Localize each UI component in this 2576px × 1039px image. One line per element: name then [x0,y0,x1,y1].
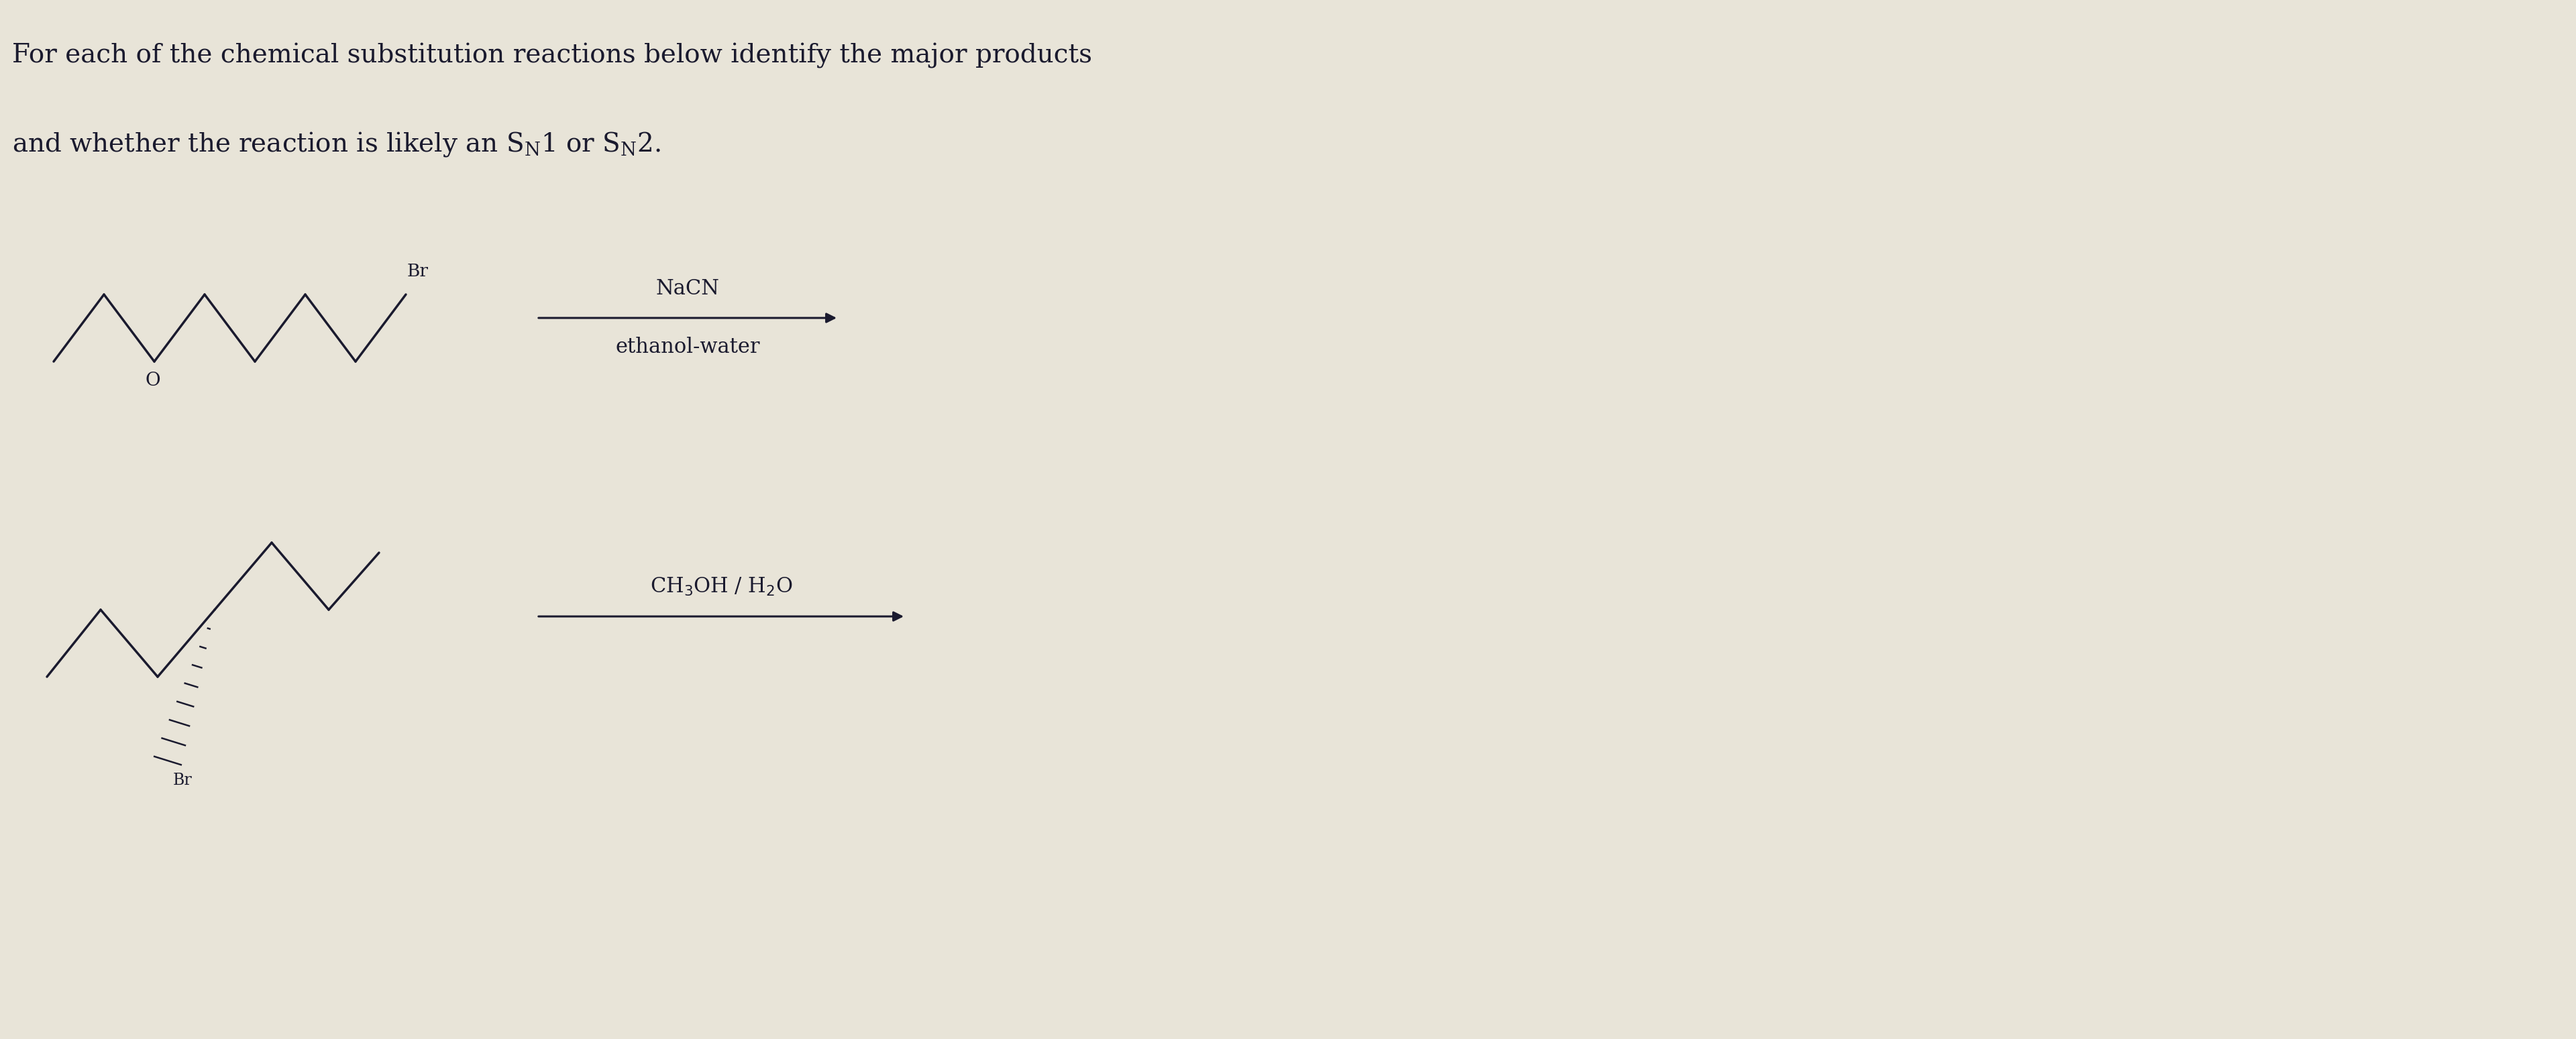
Text: O: O [144,372,160,390]
Text: For each of the chemical substitution reactions below identify the major product: For each of the chemical substitution re… [13,43,1092,69]
Text: Br: Br [407,263,428,279]
Text: ethanol-water: ethanol-water [616,337,760,357]
Text: Br: Br [173,773,193,789]
Text: CH$_3$OH / H$_2$O: CH$_3$OH / H$_2$O [649,576,793,597]
Text: NaCN: NaCN [657,278,719,299]
Text: and whether the reaction is likely an $\mathregular{S_N}$1 or $\mathregular{S_N}: and whether the reaction is likely an $\… [13,130,659,158]
